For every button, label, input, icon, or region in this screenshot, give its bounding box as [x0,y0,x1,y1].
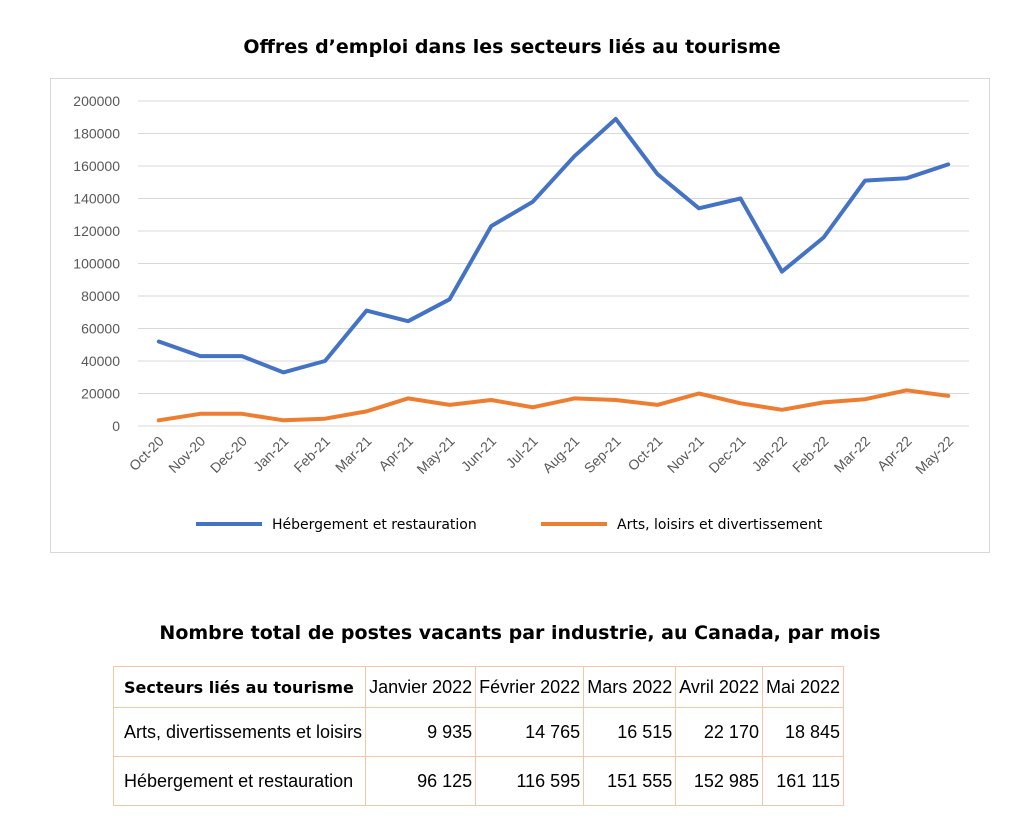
chart-area: 0 20000 40000 60000 80000 100000 120000 140000 1… [50,78,990,553]
y-tick-label: 200000 [73,93,120,109]
y-tick-label: 80000 [81,288,120,304]
y-tick-label: 160000 [73,158,120,174]
x-tick-label: Nov-21 [664,433,707,476]
y-tick-label: 120000 [73,223,120,239]
table-cell: 152 985 [675,756,763,806]
table-cell: Arts, divertissements et loisirs [112,707,367,757]
x-tick-label: Oct-20 [126,433,167,474]
table-row: Hébergement et restauration 96 125 116 5… [112,756,845,806]
table-cell: 9 935 [365,707,477,757]
table-header-row: Secteurs liés au tourisme Janvier 2022 F… [112,666,845,708]
table-header-cell: Mai 2022 [761,666,845,708]
table-header-cell: Février 2022 [475,666,585,708]
x-tick-label: Nov-20 [165,433,208,476]
legend-label: Hébergement et restauration [272,517,477,533]
x-tick-label: May-22 [912,433,956,477]
y-tick-label: 40000 [81,353,120,369]
table-cell: 161 115 [761,756,845,806]
y-tick-label: 60000 [81,321,120,337]
chart-title: Offres d’emploi dans les secteurs liés a… [243,36,781,58]
table-header-cell: Avril 2022 [675,666,763,708]
x-tick-label: Dec-21 [705,433,748,476]
table-cell: 116 595 [475,756,585,806]
legend-label: Arts, loisirs et divertissement [617,517,823,533]
x-tick-label: May-21 [413,433,457,477]
table-cell: 22 170 [675,707,763,757]
table-row: Arts, divertissements et loisirs 9 935 1… [112,707,845,757]
table-header-cell: Janvier 2022 [365,666,477,708]
y-tick-label: 0 [112,418,120,434]
x-tick-label: Mar-22 [831,433,874,476]
y-tick-label: 20000 [81,386,120,402]
x-tick-label: Jan-22 [749,433,791,475]
y-tick-label: 180000 [73,126,120,142]
table-header-cell: Secteurs liés au tourisme [112,666,367,708]
x-tick-label: Jun-21 [458,433,500,475]
x-tick-label: Feb-22 [789,433,832,476]
x-tick-label: Mar-21 [332,433,375,476]
x-tick-label: Dec-20 [207,433,250,476]
table-title: Nombre total de postes vacants par indus… [159,622,881,644]
x-tick-label: Jan-21 [250,433,292,475]
table-header-cell: Mars 2022 [583,666,677,708]
vacancies-table: Secteurs liés au tourisme Janvier 2022 F… [112,666,845,806]
table-cell: 151 555 [583,756,677,806]
table-cell: 18 845 [761,707,845,757]
table-cell: 96 125 [365,756,477,806]
x-tick-label: Sep-21 [581,433,624,476]
x-tick-label: Oct-21 [624,433,665,474]
line-chart: 0 20000 40000 60000 80000 100000 120000 140000 1… [73,93,969,533]
x-tick-label: Feb-21 [290,433,333,476]
x-tick-label: Apr-21 [375,433,416,474]
series-line [156,116,951,375]
table-cell: 16 515 [583,707,677,757]
series-line [156,388,951,423]
table-cell: 14 765 [475,707,585,757]
x-tick-label: Aug-21 [539,433,582,476]
x-tick-label: Jul-21 [503,433,541,471]
table-cell: Hébergement et restauration [112,756,367,806]
y-tick-label: 140000 [73,191,120,207]
y-tick-label: 100000 [73,256,120,272]
x-tick-label: Apr-22 [874,433,915,474]
